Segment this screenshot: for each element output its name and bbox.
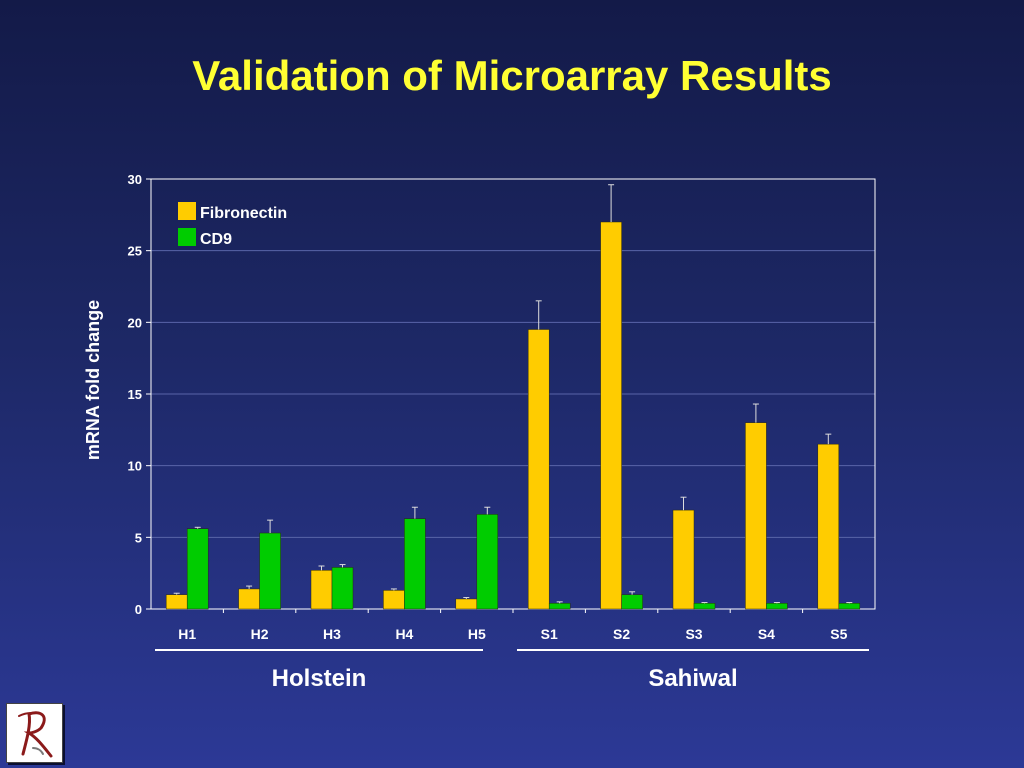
y-tick-label: 10 xyxy=(128,459,142,474)
x-axis-ticks: H1 H2 H3 H4 H5 S1 S2 S3 S4 S5 xyxy=(178,609,848,642)
y-tick-label: 25 xyxy=(128,244,142,259)
bar-cd9-s5 xyxy=(838,603,861,610)
legend-swatch-fibronectin xyxy=(178,202,196,220)
y-tick-label: 5 xyxy=(135,530,142,545)
x-tick-label: H1 xyxy=(178,626,196,642)
x-tick-label: S5 xyxy=(830,626,847,642)
bar-cd9-s3 xyxy=(693,603,716,610)
slide-title: Validation of Microarray Results xyxy=(192,52,832,99)
bar-fibronectin-h5 xyxy=(455,598,478,610)
logo-icon xyxy=(18,711,53,758)
bar-fibronectin-s2 xyxy=(600,221,622,610)
bar-fibronectin-h1 xyxy=(165,594,188,610)
legend-label-cd9: CD9 xyxy=(200,231,232,248)
bar-cd9-h4 xyxy=(404,518,426,610)
bar-cd9-h1 xyxy=(186,528,209,610)
bar-cd9-h2 xyxy=(259,532,281,610)
bar-cd9-h5 xyxy=(476,514,499,610)
y-tick-label: 0 xyxy=(135,602,142,617)
legend-label-fibronectin: Fibronectin xyxy=(200,205,287,222)
group-label-sahiwal: Sahiwal xyxy=(648,665,737,692)
x-tick-label: H3 xyxy=(323,626,341,642)
group-labels: Holstein Sahiwal xyxy=(155,649,869,692)
x-tick-label: S4 xyxy=(758,626,775,642)
x-tick-label: S3 xyxy=(685,626,702,642)
bar-fibronectin-s4 xyxy=(745,422,767,610)
bar-fibronectin-h4 xyxy=(383,590,405,610)
y-tick-label: 15 xyxy=(128,387,142,402)
bar-fibronectin-s3 xyxy=(672,509,695,610)
x-tick-label: H4 xyxy=(395,626,413,642)
legend-swatch-cd9 xyxy=(178,228,196,246)
bars xyxy=(165,184,861,610)
bar-cd9-s1 xyxy=(548,603,571,610)
x-tick-label: H5 xyxy=(468,626,486,642)
bar-cd9-h3 xyxy=(331,567,354,610)
y-axis-label: mRNA fold change xyxy=(83,300,103,460)
bar-fibronectin-h3 xyxy=(310,570,333,610)
x-tick-label: S2 xyxy=(613,626,630,642)
legend: Fibronectin CD9 xyxy=(178,202,287,248)
bar-cd9-s4 xyxy=(766,603,788,610)
bar-fibronectin-h2 xyxy=(238,588,260,610)
bar-fibronectin-s1 xyxy=(527,329,550,610)
bar-cd9-s2 xyxy=(621,594,643,610)
y-tick-label: 30 xyxy=(128,172,142,187)
y-tick-label: 20 xyxy=(128,315,142,330)
bar-fibronectin-s5 xyxy=(817,443,840,610)
group-label-holstein: Holstein xyxy=(272,665,367,692)
y-axis-ticks: 0 5 10 15 20 25 30 xyxy=(128,172,151,617)
x-tick-label: S1 xyxy=(541,626,558,642)
logo xyxy=(6,703,63,763)
x-tick-label: H2 xyxy=(251,626,269,642)
